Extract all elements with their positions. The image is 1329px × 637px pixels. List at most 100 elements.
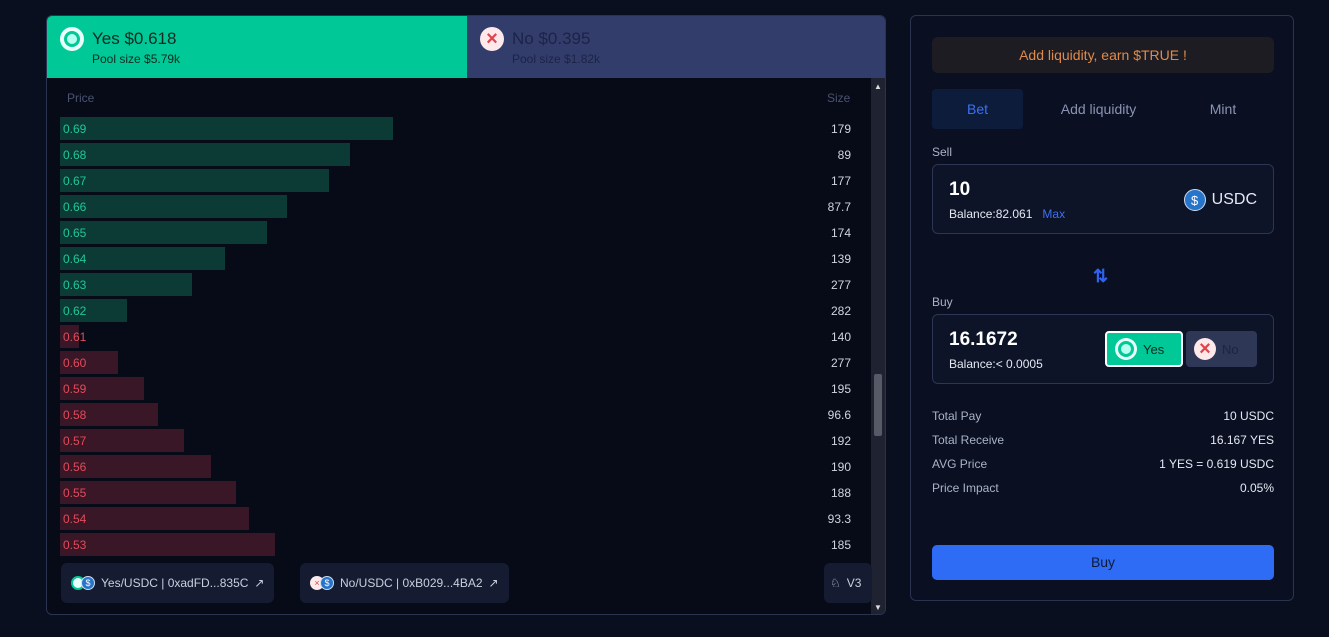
outcome-no-button[interactable]: × No [1186,331,1257,367]
scrollbar-thumb[interactable] [874,374,882,436]
ask-row[interactable]: 0.55 188 [47,481,871,507]
ask-row[interactable]: 0.57 192 [47,429,871,455]
ask-depth-bar [60,481,237,504]
row-size: 282 [830,304,851,318]
usdc-icon: $ [81,576,95,590]
external-link-icon: ↗ [254,576,265,590]
order-rows: 0.69 179 0.68 89 0.67 177 0.66 87.7 0.65 174 0.64 1… [47,117,871,559]
outcome-yes-button[interactable]: Yes [1105,331,1183,367]
ask-depth-bar [60,429,185,452]
buy-balance: Balance:< 0.0005 [949,357,1043,371]
buy-box: 16.1672 Balance:< 0.0005 Yes × No [932,314,1274,384]
tab-mint[interactable]: Mint [1209,101,1237,117]
bid-depth-bar [60,143,351,166]
uniswap-icon: ♘ [830,576,841,590]
summary-row: Total Receive 16.167 YES [932,433,1274,447]
size-header: Size [827,91,851,105]
version-label: V3 [846,576,862,590]
no-price: No $0.395 [512,29,591,48]
buy-button[interactable]: Buy [932,545,1274,580]
row-price: 0.66 [63,200,87,214]
row-size: 139 [830,252,851,266]
bid-row[interactable]: 0.67 177 [47,169,871,195]
swap-direction-icon[interactable]: ⇅ [1093,266,1109,286]
bid-row[interactable]: 0.69 179 [47,117,871,143]
yes-icon [60,27,84,51]
usdc-icon: $ [1183,189,1206,211]
yes-label: Yes [1143,341,1165,357]
ask-row[interactable]: 0.60 277 [47,351,871,377]
bid-row[interactable]: 0.62 282 [47,299,871,325]
outcome-tab-no[interactable]: × No $0.395 Pool size $1.82k [467,16,885,78]
bid-row[interactable]: 0.68 89 [47,143,871,169]
bid-row[interactable]: 0.63 277 [47,273,871,299]
yes-pool-link[interactable]: $ Yes/USDC | 0xadFD...835C ↗ [61,563,275,603]
summary-value: 0.05% [1239,481,1274,495]
ask-row[interactable]: 0.58 96.6 [47,403,871,429]
summary-key: AVG Price [932,457,988,471]
version-badge[interactable]: ♘ V3 [824,563,872,603]
row-size: 190 [830,460,851,474]
row-price: 0.62 [63,304,87,318]
bid-row[interactable]: 0.65 174 [47,221,871,247]
no-pool-link[interactable]: × $ No/USDC | 0xB029...4BA2 ↗ [300,563,509,603]
sell-amount-input[interactable]: 10 [949,179,971,200]
row-size: 277 [830,356,851,370]
row-size: 185 [830,538,851,552]
yes-icon [1115,338,1137,360]
ask-row[interactable]: 0.54 93.3 [47,507,871,533]
ask-row[interactable]: 0.59 195 [47,377,871,403]
tab-add-liquidity[interactable]: Add liquidity [1060,101,1137,117]
tab-bet[interactable]: Bet [932,89,1023,129]
scroll-up-icon[interactable]: ▲ [874,82,882,91]
bid-row[interactable]: 0.64 139 [47,247,871,273]
bid-depth-bar [60,247,226,270]
sell-box: 10 Balance:82.061 Max $ USDC [932,164,1274,234]
trade-panel: Add liquidity, earn $TRUE ! Bet Add liqu… [910,15,1294,601]
max-button[interactable]: Max [1042,207,1066,221]
summary-key: Total Receive [932,433,1005,447]
token-selector[interactable]: $ USDC [1183,189,1257,211]
scrollbar[interactable]: ▲ ▼ [871,78,885,614]
row-price: 0.63 [63,278,87,292]
row-size: 188 [830,486,851,500]
scroll-down-icon[interactable]: ▼ [874,603,882,612]
row-price: 0.61 [63,330,87,344]
ask-row[interactable]: 0.61 140 [47,325,871,351]
yes-pool-label: Yes/USDC | 0xadFD...835C [101,576,249,590]
price-header: Price [67,91,95,105]
buy-amount: 16.1672 [949,329,1018,350]
row-price: 0.65 [63,226,87,240]
usdc-icon: $ [320,576,334,590]
ask-depth-bar [60,507,250,530]
summary-row: AVG Price 1 YES = 0.619 USDC [932,457,1274,471]
ask-row[interactable]: 0.53 185 [47,533,871,559]
summary-value: 16.167 YES [1210,433,1274,447]
row-size: 195 [830,382,851,396]
bid-depth-bar [60,195,288,218]
summary-value: 10 USDC [1223,409,1274,423]
row-price: 0.69 [63,122,87,136]
token-label: USDC [1211,191,1257,208]
row-price: 0.67 [63,174,87,188]
promo-banner[interactable]: Add liquidity, earn $TRUE ! [932,37,1274,73]
no-icon: × [480,27,504,51]
row-price: 0.68 [63,148,87,162]
bid-row[interactable]: 0.66 87.7 [47,195,871,221]
bid-depth-bar [60,169,330,192]
no-pool-label: No/USDC | 0xB029...4BA2 [340,576,483,590]
row-size: 140 [830,330,851,344]
no-label: No [1222,341,1239,357]
ask-row[interactable]: 0.56 190 [47,455,871,481]
external-link-icon: ↗ [488,576,499,590]
summary-row: Total Pay 10 USDC [932,409,1274,423]
summary-key: Total Pay [932,409,982,423]
outcome-tab-yes[interactable]: Yes $0.618 Pool size $5.79k [47,16,467,78]
row-size: 96.6 [827,408,851,422]
order-book: Yes $0.618 Pool size $5.79k × No $0.395 … [46,15,886,615]
row-price: 0.55 [63,486,87,500]
summary-value: 1 YES = 0.619 USDC [1159,457,1274,471]
row-size: 277 [830,278,851,292]
yes-price: Yes $0.618 [92,29,177,48]
bid-depth-bar [60,299,127,322]
